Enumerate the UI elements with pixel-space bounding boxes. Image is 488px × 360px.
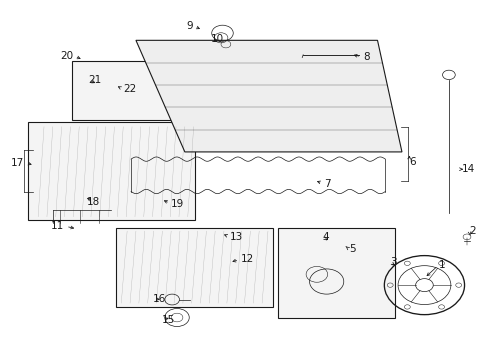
- Text: 8: 8: [362, 52, 369, 62]
- Text: 18: 18: [87, 197, 101, 207]
- Text: 17: 17: [11, 158, 24, 168]
- Text: 5: 5: [348, 244, 355, 254]
- Text: 10: 10: [211, 33, 224, 44]
- Text: 22: 22: [123, 84, 136, 94]
- Text: 11: 11: [51, 221, 64, 231]
- Text: 15: 15: [161, 315, 174, 325]
- Bar: [277, 228, 394, 318]
- Text: 9: 9: [186, 21, 193, 31]
- Text: 20: 20: [60, 51, 73, 61]
- Text: 2: 2: [468, 226, 475, 236]
- Text: 7: 7: [323, 179, 330, 189]
- Text: 1: 1: [438, 260, 445, 270]
- Text: 21: 21: [88, 75, 101, 85]
- Text: 14: 14: [461, 164, 474, 174]
- Bar: [28, 122, 194, 220]
- Bar: [72, 61, 180, 120]
- Text: 13: 13: [229, 232, 243, 242]
- Text: 4: 4: [322, 232, 329, 242]
- Text: 19: 19: [171, 199, 184, 209]
- Text: 3: 3: [389, 257, 396, 267]
- Polygon shape: [136, 40, 401, 152]
- Text: 6: 6: [408, 157, 415, 167]
- Text: 12: 12: [240, 254, 253, 264]
- Bar: [116, 228, 272, 307]
- Text: 16: 16: [152, 294, 165, 304]
